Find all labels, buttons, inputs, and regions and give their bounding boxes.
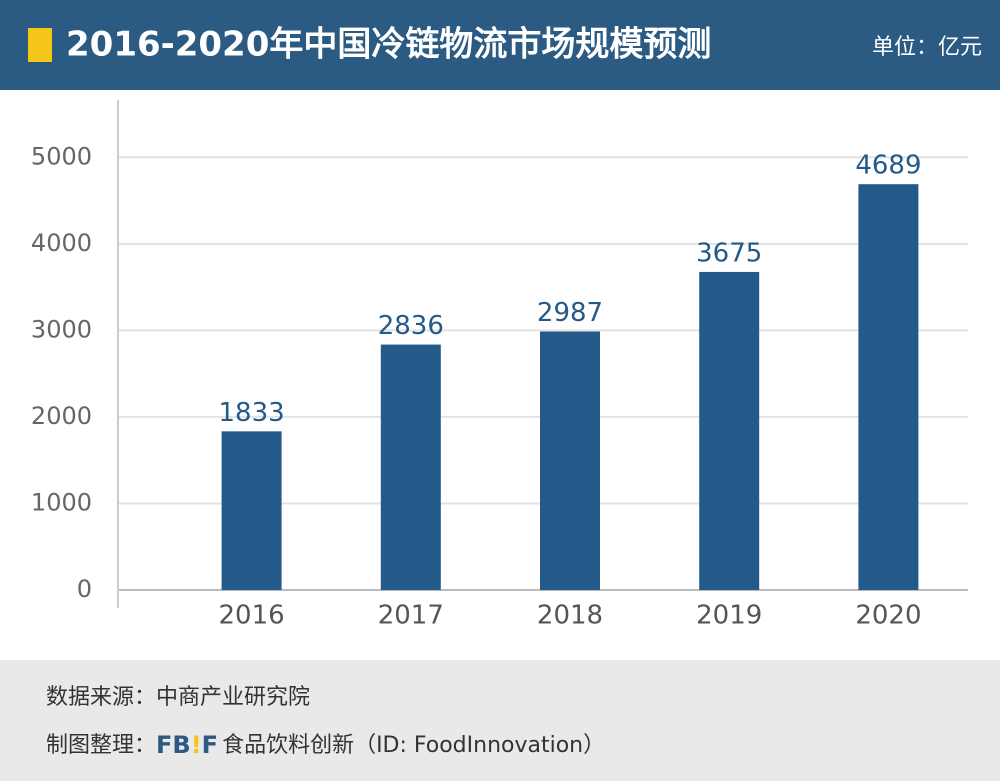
- unit-label: 单位：亿元: [872, 35, 982, 60]
- x-tick-label: 2016: [219, 601, 285, 631]
- y-tick-label: 2000: [31, 402, 92, 430]
- bar: [221, 431, 282, 590]
- chart-title: 2016-2020年中国冷链物流市场规模预测: [66, 25, 711, 65]
- bar: [380, 344, 441, 590]
- bar: [540, 331, 600, 590]
- y-tick-label: 4000: [31, 229, 92, 257]
- value-label: 2836: [378, 311, 444, 341]
- credit-label: 制图整理：: [46, 733, 156, 758]
- footer-bar: [0, 660, 1000, 781]
- y-tick-label: 1000: [31, 488, 92, 516]
- value-label: 4689: [855, 151, 921, 181]
- bar: [858, 184, 919, 591]
- plot: 0 1000 2000 3000 4000 5000 2016 1833 2017 2836 201…: [31, 100, 968, 631]
- logo-part: F: [202, 731, 218, 759]
- value-label: 1833: [219, 398, 285, 428]
- y-tick-label: 3000: [31, 315, 92, 343]
- bar: [699, 271, 760, 590]
- credit-name: 食品饮料创新（ID: FoodInnovation）: [222, 733, 605, 758]
- logo-part: FB: [156, 731, 191, 759]
- logo-part: !: [191, 731, 202, 759]
- y-tick-label: 5000: [31, 142, 92, 170]
- header-accent: [28, 28, 52, 62]
- credit-text: 制图整理：FB!F 食品饮料创新（ID: FoodInnovation）: [46, 731, 605, 759]
- x-tick-label: 2017: [378, 601, 444, 631]
- value-label: 3675: [696, 238, 762, 268]
- x-tick-label: 2018: [537, 601, 603, 631]
- y-tick-label: 0: [77, 575, 92, 603]
- header-bar: [0, 0, 1000, 90]
- source-text: 数据来源：中商产业研究院: [46, 685, 310, 710]
- x-tick-label: 2020: [855, 601, 921, 631]
- x-tick-label: 2019: [696, 601, 762, 631]
- value-label: 2987: [537, 298, 603, 328]
